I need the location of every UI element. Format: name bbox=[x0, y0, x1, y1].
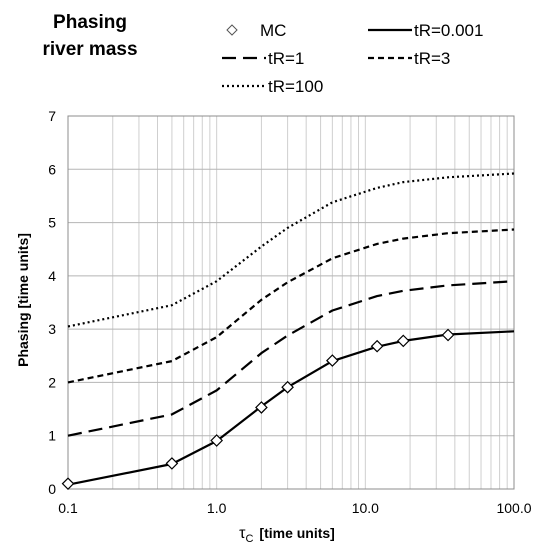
legend-label-tr-100: tR=100 bbox=[268, 77, 323, 96]
legend-label-tr-1: tR=1 bbox=[268, 49, 304, 68]
x-axis-label-text: [time units] bbox=[259, 525, 334, 541]
y-tick-label: 1 bbox=[48, 428, 56, 444]
legend-label-tr-3: tR=3 bbox=[414, 49, 450, 68]
data-point-mc bbox=[255, 401, 268, 414]
plot-frame bbox=[67, 115, 515, 490]
legend-label-tr-0-001: tR=0.001 bbox=[414, 21, 483, 40]
x-tick-label: 10.0 bbox=[352, 500, 379, 516]
data-point-mc bbox=[210, 434, 224, 447]
x-axis-label-subscript: C bbox=[245, 533, 253, 545]
y-tick-label: 3 bbox=[48, 321, 56, 337]
chart-title-line-1: Phasing bbox=[53, 12, 127, 33]
y-tick-label: 5 bbox=[48, 215, 56, 231]
data-point-mc bbox=[326, 354, 339, 367]
data-point-mc bbox=[370, 339, 384, 353]
y-tick-label: 2 bbox=[48, 374, 56, 390]
series-line-tr-0-001 bbox=[67, 330, 515, 486]
x-axis-label: τC [time units] bbox=[239, 525, 335, 545]
x-axis-label-symbol: τ bbox=[239, 525, 246, 542]
series-line-tr-3 bbox=[67, 228, 515, 384]
axes: 0 1 2 3 4 5 6 7 0.1 1.0 10.0 100.0 bbox=[48, 108, 532, 516]
series-line-tr-1 bbox=[67, 280, 515, 437]
chart-title-line-2: river mass bbox=[42, 39, 137, 60]
data-point-mc bbox=[396, 334, 410, 348]
series-line-tr-100 bbox=[67, 172, 515, 328]
grid bbox=[67, 115, 514, 490]
data-point-mc bbox=[441, 328, 455, 342]
x-tick-label: 100.0 bbox=[496, 500, 531, 516]
chart-title: Phasing river mass bbox=[42, 12, 137, 60]
data-point-mc bbox=[281, 380, 294, 394]
data-point-mc bbox=[61, 477, 75, 491]
legend-marker-mc bbox=[226, 24, 238, 36]
legend: MC tR=0.001 tR=1 tR=3 tR=100 bbox=[222, 21, 483, 96]
series-layer bbox=[61, 172, 515, 491]
y-tick-label: 4 bbox=[48, 268, 56, 284]
x-tick-label: 0.1 bbox=[58, 500, 78, 516]
y-tick-label: 6 bbox=[48, 161, 56, 177]
y-axis-label: Phasing [time units] bbox=[15, 233, 31, 367]
y-tick-label: 0 bbox=[48, 481, 56, 497]
x-tick-label: 1.0 bbox=[207, 500, 227, 516]
legend-label-mc: MC bbox=[260, 21, 286, 40]
y-tick-label: 7 bbox=[48, 108, 56, 124]
data-point-mc bbox=[165, 457, 179, 470]
